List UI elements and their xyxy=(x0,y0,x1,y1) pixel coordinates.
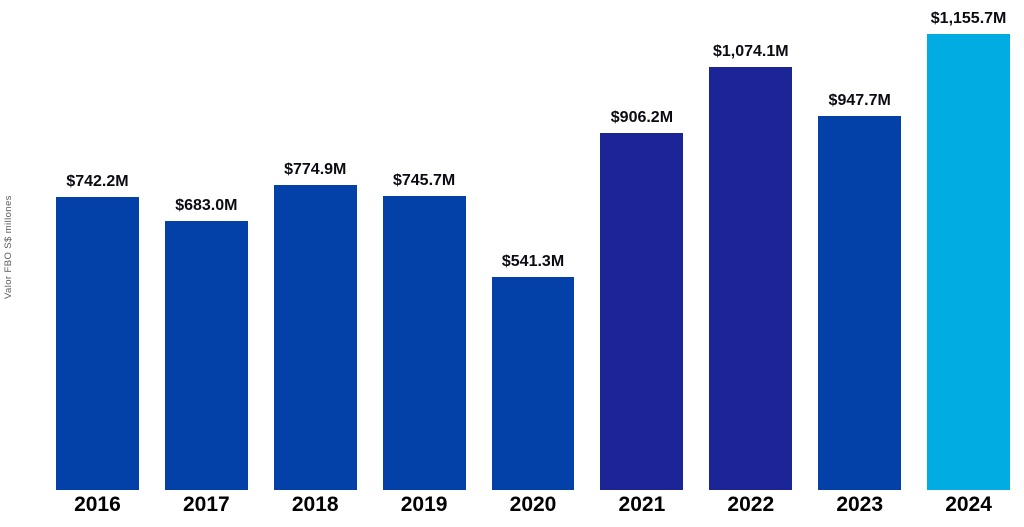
bar-2022[interactable] xyxy=(709,66,793,490)
bar-column-2022: $1,074.1M xyxy=(709,0,793,490)
value-label-2017: $683.0M xyxy=(175,196,238,214)
x-tick-2017: 2017 xyxy=(182,493,230,516)
bar-column-2024: $1,155.7M xyxy=(927,0,1011,490)
value-label-2023: $947.7M xyxy=(828,92,891,110)
bar-2024[interactable] xyxy=(927,34,1011,490)
bar-column-2017: $683.0M xyxy=(164,0,248,490)
bar-column-2023: $947.7M xyxy=(818,0,902,490)
x-tick-2024: 2024 xyxy=(945,493,992,516)
x-tick-2022: 2022 xyxy=(727,493,775,516)
bar-2017[interactable] xyxy=(164,220,248,490)
value-label-2019: $745.7M xyxy=(392,172,456,190)
x-tick-2020: 2020 xyxy=(509,493,557,516)
y-axis-label: Valor FBO S$ millones xyxy=(3,195,14,299)
bar-column-2019: $745.7M xyxy=(382,0,466,490)
bar-2021[interactable] xyxy=(600,132,684,490)
plot-area: $742.2M $683.0M $774.9M $745.7M $541.3M $906.… xyxy=(56,0,1011,490)
value-label-2016: $742.2M xyxy=(66,173,129,191)
bar-2018[interactable] xyxy=(273,184,357,490)
x-axis: 2016 2017 2018 2019 2020 2021 2022 2023 2024 xyxy=(56,490,1010,527)
bar-column-2016: $742.2M xyxy=(56,0,139,490)
x-tick-2018: 2018 xyxy=(291,493,339,516)
value-label-2021: $906.2M xyxy=(610,108,674,126)
bar-2016[interactable] xyxy=(56,197,139,490)
bar-2020[interactable] xyxy=(491,276,575,490)
value-label-2022: $1,074.1M xyxy=(712,42,789,60)
x-tick-2019: 2019 xyxy=(400,493,448,516)
bar-column-2021: $906.2M xyxy=(600,0,684,490)
value-label-2024: $1,155.7M xyxy=(930,10,1007,28)
bar-column-2020: $541.3M xyxy=(491,0,575,490)
bar-2023[interactable] xyxy=(818,116,902,490)
bar-column-2018: $774.9M xyxy=(273,0,357,490)
bar-2019[interactable] xyxy=(382,196,466,490)
value-label-2018: $774.9M xyxy=(284,160,347,178)
x-tick-2023: 2023 xyxy=(836,493,884,516)
value-label-2020: $541.3M xyxy=(501,252,565,270)
x-tick-2021: 2021 xyxy=(618,493,666,516)
x-tick-2016: 2016 xyxy=(74,493,121,516)
